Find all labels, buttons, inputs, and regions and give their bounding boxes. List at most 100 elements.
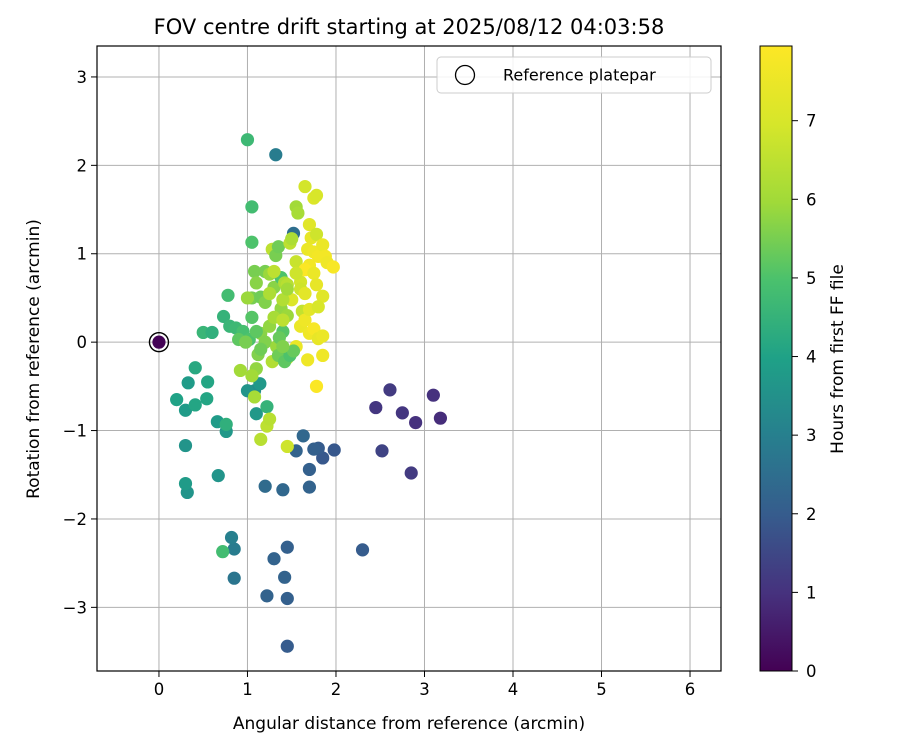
data-point [298, 179, 312, 194]
colorbar-tick-label: 3 [806, 426, 817, 445]
data-point [280, 591, 294, 606]
x-tick-label: 6 [685, 680, 696, 699]
data-point [227, 571, 241, 585]
data-point [178, 476, 193, 491]
data-point [269, 148, 283, 162]
data-point [249, 276, 263, 290]
x-tick-label: 3 [419, 680, 430, 699]
data-point [278, 570, 292, 584]
data-point [309, 278, 324, 292]
data-point [227, 542, 241, 556]
y-axis-label: Rotation from reference (arcmin) [24, 219, 44, 499]
data-point [254, 432, 268, 446]
data-point [301, 353, 315, 367]
legend-box [436, 56, 712, 94]
data-point [311, 300, 325, 314]
y-tick-label: 0 [77, 333, 88, 352]
data-point [302, 462, 317, 477]
data-point [240, 291, 255, 305]
colorbar-tick-label: 0 [806, 662, 817, 681]
y-tick-label: 2 [77, 156, 88, 175]
legend-marker-reference [454, 64, 476, 86]
data-point [307, 442, 321, 456]
data-point [369, 400, 383, 415]
data-point [316, 238, 330, 252]
colorbar-ticks: 0 1 2 3 4 5 6 7 [792, 112, 817, 681]
data-point [260, 589, 274, 603]
colorbar-tick-label: 7 [806, 112, 817, 131]
data-point [296, 429, 310, 443]
data-point [302, 217, 317, 232]
colorbar-tick-label: 1 [806, 583, 817, 602]
colorbar-tick-label: 4 [806, 348, 817, 367]
data-point [262, 412, 277, 426]
colorbar-label: Hours from first FF file [828, 264, 848, 454]
data-point [375, 444, 389, 458]
data-point [404, 466, 418, 480]
x-tick-label: 1 [242, 680, 253, 699]
data-point [200, 392, 214, 406]
data-point [316, 348, 330, 363]
data-point [211, 469, 225, 483]
data-point [267, 552, 281, 566]
data-point [298, 313, 312, 327]
chart-title: FOV centre drift starting at 2025/08/12 … [154, 15, 665, 39]
x-tick-label: 0 [154, 680, 165, 699]
data-point [170, 393, 184, 407]
data-point [316, 329, 330, 343]
x-tick-label: 5 [596, 680, 607, 699]
data-point [309, 188, 324, 202]
data-point [178, 403, 193, 417]
data-point [395, 406, 409, 420]
data-point [426, 388, 440, 402]
y-tick-label: −2 [63, 510, 87, 529]
data-point [316, 289, 330, 303]
data-point [245, 200, 259, 214]
colorbar-tick-label: 2 [806, 505, 817, 524]
reference-marker [148, 331, 170, 353]
scatter-points [152, 133, 448, 653]
data-point [289, 266, 303, 280]
reference-platepar-marker [148, 331, 170, 353]
data-point [309, 379, 324, 393]
colorbar: 0 1 2 3 4 5 6 7 Hours from first FF file [759, 45, 848, 681]
data-point [383, 383, 397, 397]
data-point [307, 266, 321, 280]
x-tick-label: 4 [508, 680, 519, 699]
data-point [188, 361, 202, 375]
data-point [240, 133, 255, 147]
y-tick-label: 1 [77, 245, 88, 264]
data-point [260, 400, 274, 414]
y-tick-label: 3 [77, 68, 88, 87]
data-point [219, 417, 233, 431]
data-point [267, 264, 281, 279]
data-point [327, 443, 341, 457]
data-point [216, 545, 230, 559]
plot-frame [96, 45, 722, 672]
x-axis-ticks: 0 1 2 3 4 5 6 [154, 671, 696, 699]
legend-label-reference: Reference platepar [503, 66, 656, 85]
grid-lines [97, 46, 721, 671]
data-point [216, 309, 231, 324]
legend: Reference platepar [436, 56, 712, 94]
data-point [205, 325, 219, 340]
data-point [181, 376, 195, 390]
data-point [280, 439, 294, 454]
y-tick-label: −3 [63, 598, 87, 617]
data-point [224, 530, 239, 545]
data-point [276, 339, 290, 354]
data-point [249, 324, 263, 339]
colorbar-gradient [759, 45, 793, 672]
data-point [258, 479, 272, 493]
data-point [286, 344, 301, 358]
data-point [254, 342, 268, 356]
data-point [276, 483, 290, 497]
data-point [276, 293, 290, 307]
colorbar-tick-label: 5 [806, 269, 817, 288]
data-point [245, 235, 259, 249]
data-point [298, 286, 312, 301]
data-point [433, 411, 448, 425]
data-point [245, 310, 259, 324]
data-point [247, 390, 262, 404]
